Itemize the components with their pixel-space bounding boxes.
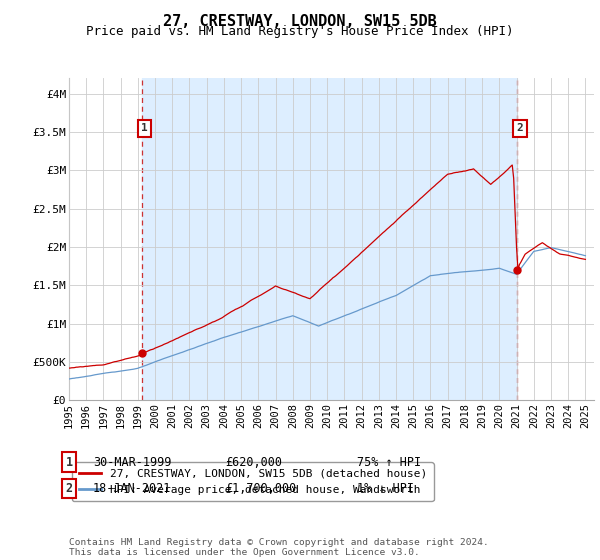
- Text: 1: 1: [65, 455, 73, 469]
- Bar: [142, 78, 517, 400]
- Legend: 27, CRESTWAY, LONDON, SW15 5DB (detached house), HPI: Average price, detached ho: 27, CRESTWAY, LONDON, SW15 5DB (detached…: [72, 463, 434, 501]
- Text: 2: 2: [65, 482, 73, 495]
- Text: 18-JAN-2021: 18-JAN-2021: [93, 482, 172, 495]
- Text: 2: 2: [517, 123, 523, 133]
- Text: 1: 1: [142, 123, 148, 133]
- Text: Price paid vs. HM Land Registry's House Price Index (HPI): Price paid vs. HM Land Registry's House …: [86, 25, 514, 38]
- Text: Contains HM Land Registry data © Crown copyright and database right 2024.
This d: Contains HM Land Registry data © Crown c…: [69, 538, 489, 557]
- Text: £620,000: £620,000: [225, 455, 282, 469]
- Text: £1,700,000: £1,700,000: [225, 482, 296, 495]
- Text: 30-MAR-1999: 30-MAR-1999: [93, 455, 172, 469]
- Text: 75% ↑ HPI: 75% ↑ HPI: [357, 455, 421, 469]
- Text: 27, CRESTWAY, LONDON, SW15 5DB: 27, CRESTWAY, LONDON, SW15 5DB: [163, 14, 437, 29]
- Text: 1% ↓ HPI: 1% ↓ HPI: [357, 482, 414, 495]
